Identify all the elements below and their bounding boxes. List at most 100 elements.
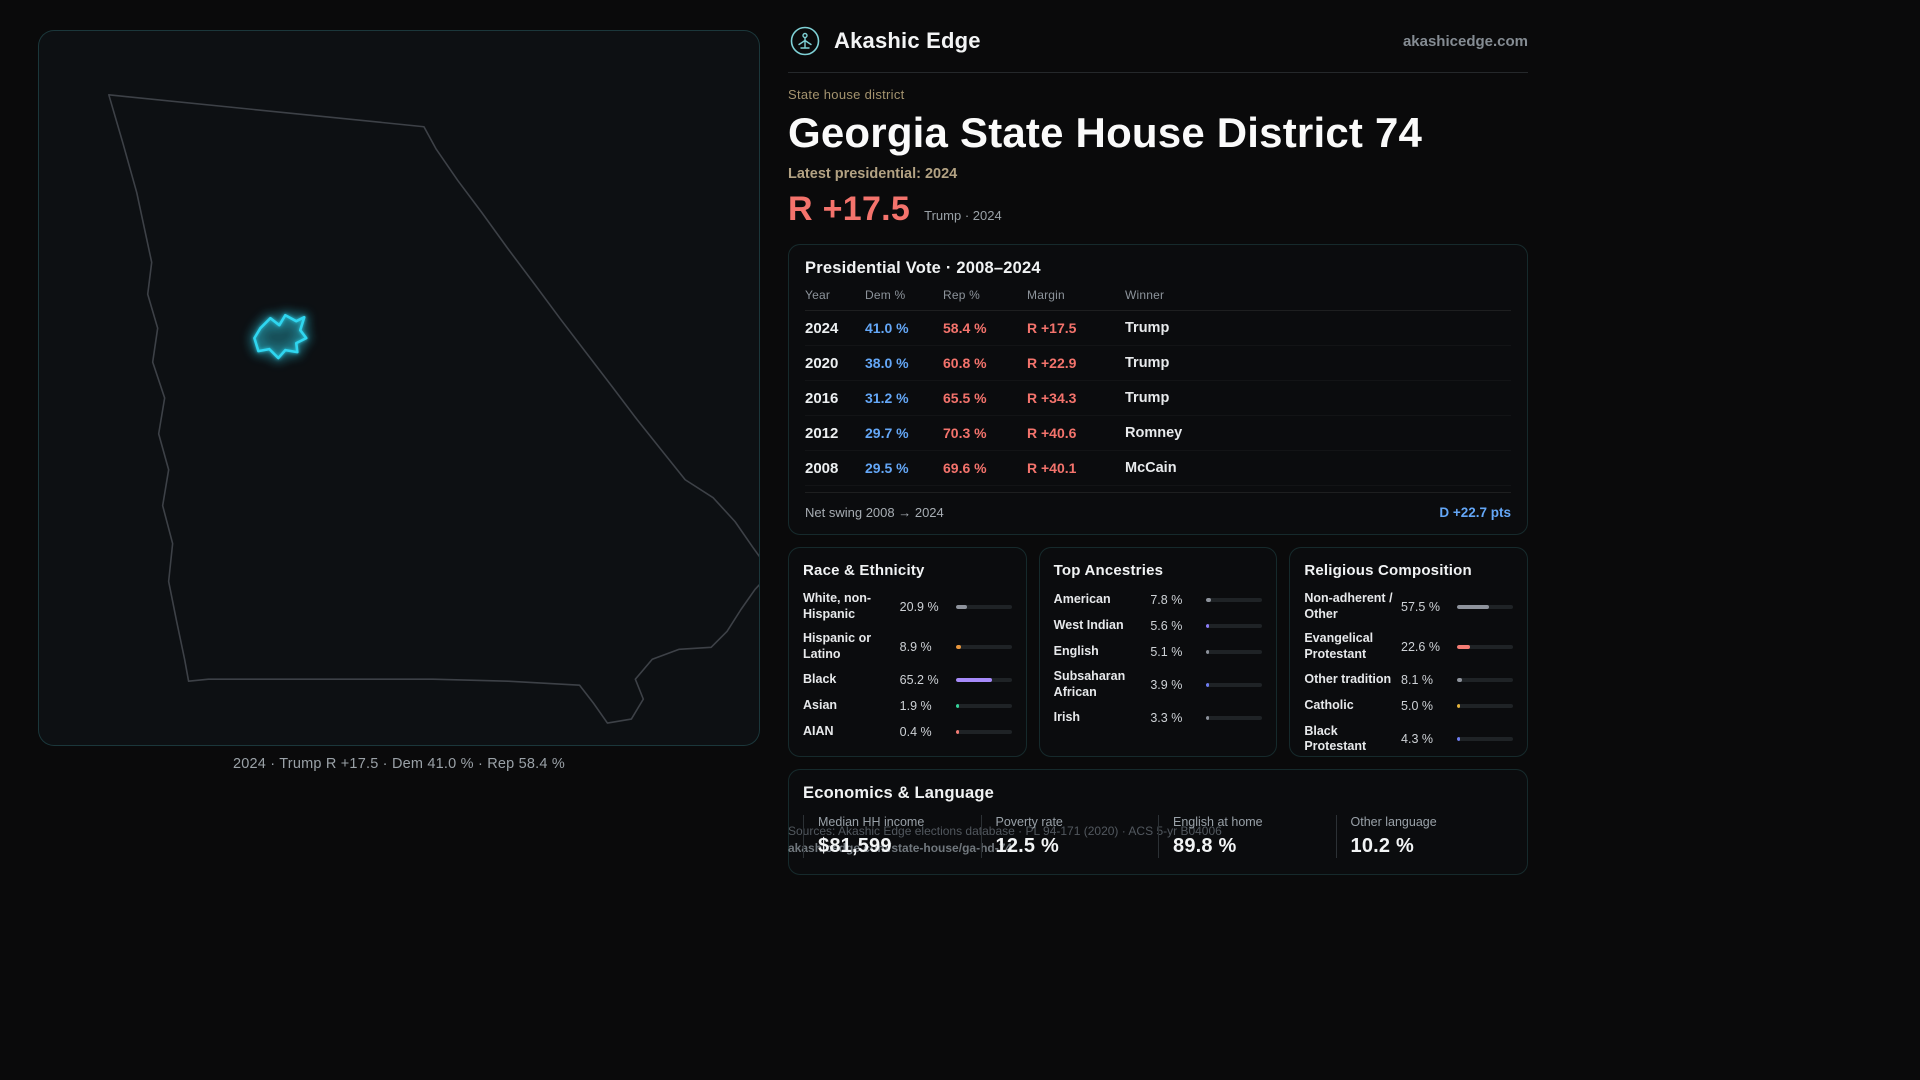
mini-bar [1457,678,1514,682]
stat-english-at-home: English at home 89.8 % [1158,815,1336,858]
mini-bar [955,644,1012,649]
dem-share-cell: 31.2 % [865,390,909,406]
footnotes: Sources: Akashic Edge elections database… [788,824,1222,855]
mini-bar [955,704,1012,708]
mini-bar [1457,737,1514,742]
mini-bar [955,678,1012,682]
rep-share-cell: 65.5 % [943,390,987,406]
headline-margin-value: R +17.5 [788,190,911,228]
margin-cell: R +34.3 [1027,390,1077,406]
winner-cell: Trump [1125,355,1170,371]
vote-table-row: 2016 31.2 % 65.5 % R +34.3 Trump [805,381,1511,416]
mini-bar [1206,649,1263,654]
col-dem: Dem % [865,288,906,302]
vote-table-row: 2020 38.0 % 60.8 % R +22.9 Trump [805,346,1511,381]
brand-logo-icon [788,24,822,58]
year-cell: 2024 [805,319,839,337]
vote-table-header: Year Dem % Rep % Margin Winner [805,288,1511,311]
religion-card-title: Religious Composition [1304,562,1472,579]
stat-median-income: Median HH income $81,599 [803,815,981,858]
net-swing-row: Net swing 2008 → 2024 D +22.7 pts [805,492,1511,520]
stat-row: Irish 3.3 % [1054,709,1263,726]
winner-cell: McCain [1125,460,1177,476]
stat-row: American 7.8 % [1054,591,1263,608]
rep-share-cell: 60.8 % [943,355,987,371]
brand-domain-link[interactable]: akashicedge.com [1402,32,1528,50]
georgia-state-outline [108,94,759,724]
dem-share-cell: 38.0 % [865,355,909,371]
map-caption: 2024 · Trump R +17.5 · Dem 41.0 % · Rep … [233,756,565,772]
mini-bar [955,730,1012,734]
demographics-row: Race & Ethnicity White, non-Hispanic 20.… [788,547,1529,757]
stat-row: Non-adherent / Other 57.5 % [1304,591,1514,622]
winner-cell: Romney [1125,425,1183,441]
mini-bar [1457,704,1514,708]
religious-composition-card: Religious Composition Non-adherent / Oth… [1289,547,1529,757]
rep-share-cell: 69.6 % [943,460,987,476]
margin-cell: R +22.9 [1027,355,1077,371]
economics-language-card: Economics & Language Median HH income $8… [788,769,1528,875]
col-margin: Margin [1027,288,1065,302]
vote-table-row: 2012 29.7 % 70.3 % R +40.6 Romney [805,416,1511,451]
dem-share-cell: 41.0 % [865,320,909,336]
col-rep: Rep % [943,288,981,302]
mini-bar [955,604,1012,609]
margin-cell: R +40.6 [1027,425,1077,441]
race-card-title: Race & Ethnicity [803,562,925,579]
stat-row: Evangelical Protestant 22.6 % [1304,631,1514,662]
headline-margin-context: Trump · 2024 [924,208,1002,223]
detail-panel: Akashic Edge akashicedge.com State house… [788,24,1529,875]
mini-bar [1206,715,1263,720]
rep-share-cell: 70.3 % [943,425,987,441]
year-cell: 2016 [805,389,839,407]
stat-row: Other tradition 8.1 % [1304,672,1514,689]
dem-share-cell: 29.7 % [865,425,909,441]
margin-cell: R +17.5 [1027,320,1077,336]
dem-share-cell: 29.5 % [865,460,909,476]
latest-presidential-label: Latest presidential: 2024 [788,166,958,182]
stat-poverty-rate: Poverty rate 12.5 % [980,815,1159,858]
brand-identity: Akashic Edge [788,24,981,58]
vote-table-row: 2024 41.0 % 58.4 % R +17.5 Trump [805,311,1511,346]
race-ethnicity-card: Race & Ethnicity White, non-Hispanic 20.… [788,547,1027,757]
net-swing-label: Net swing 2008 → 2024 [805,505,944,520]
vote-table-row: 2008 29.5 % 69.6 % R +40.1 McCain [805,451,1511,486]
mini-bar [1206,623,1263,628]
economics-stats-row: Median HH income $81,599 Poverty rate 12… [803,815,1513,858]
brand-header: Akashic Edge akashicedge.com [788,24,1528,73]
presidential-vote-card: Presidential Vote · 2008–2024 Year Dem %… [788,244,1528,535]
district-74-shape[interactable] [253,313,308,360]
brand-name: Akashic Edge [834,28,981,53]
vote-card-title: Presidential Vote · 2008–2024 [805,259,1041,277]
mini-bar [1206,682,1263,687]
year-cell: 2020 [805,354,839,372]
year-cell: 2008 [805,459,839,477]
page-title: Georgia State House District 74 [788,109,1423,156]
rep-share-cell: 58.4 % [943,320,987,336]
top-ancestries-card: Top Ancestries American 7.8 % West India… [1038,547,1278,757]
winner-cell: Trump [1125,390,1170,406]
stat-row: White, non-Hispanic 20.9 % [803,591,1012,622]
headline-margin-row: R +17.5 Trump · 2024 [788,190,1528,230]
stat-row: AIAN 0.4 % [803,724,1012,741]
stat-row: Black 65.2 % [803,672,1012,689]
col-year: Year [805,288,831,302]
stat-row: Subsaharan African 3.9 % [1054,669,1263,700]
stat-row: West Indian 5.6 % [1054,617,1263,634]
district-map-panel [38,30,760,746]
economics-card-title: Economics & Language [803,784,995,802]
mini-bar [1457,604,1514,609]
mini-bar [1457,644,1514,649]
stat-row: English 5.1 % [1054,643,1263,660]
sources-line: Sources: Akashic Edge elections database… [788,824,1222,838]
net-swing-value: D +22.7 pts [1439,505,1511,520]
stat-row: Hispanic or Latino 8.9 % [803,631,1012,662]
stat-row: Black Protestant 4.3 % [1304,724,1514,755]
stat-row: Asian 1.9 % [803,698,1012,715]
col-winner: Winner [1125,288,1165,302]
stat-row: Catholic 5.0 % [1304,698,1514,715]
district-type-label: State house district [788,87,905,102]
permalink[interactable]: akashicedge.com/state-house/ga-hd-74 [788,841,1013,855]
winner-cell: Trump [1125,320,1170,336]
mini-bar [1206,597,1263,602]
